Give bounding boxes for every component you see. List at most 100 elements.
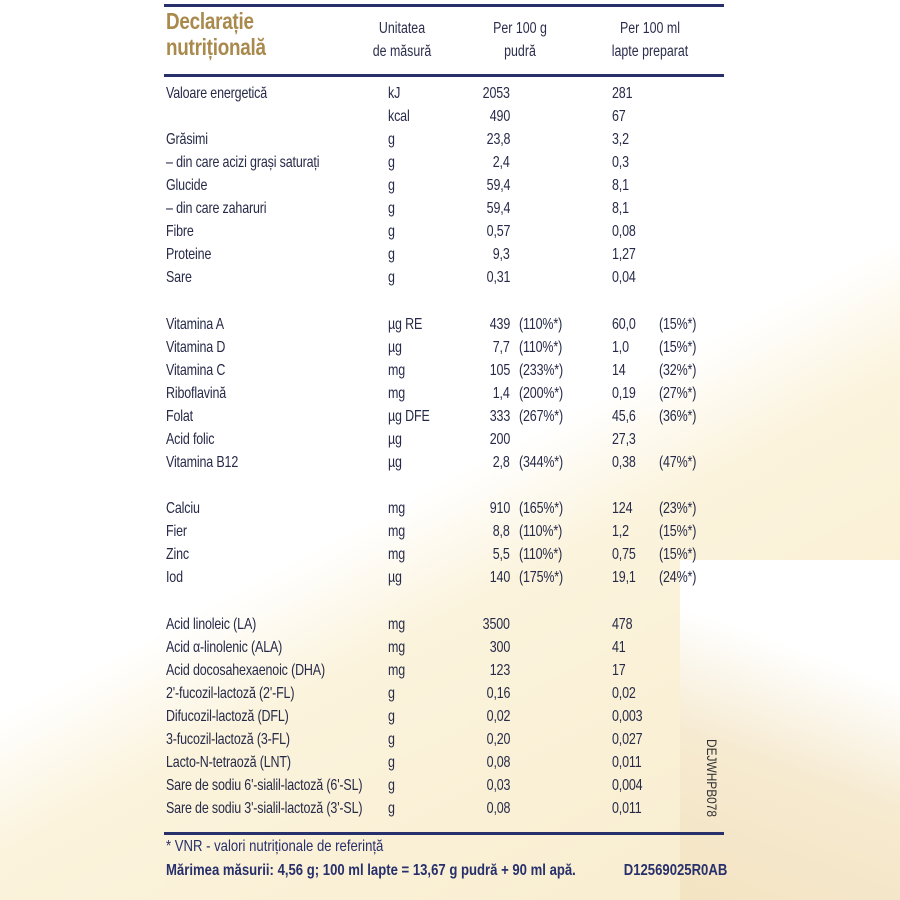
unit: µg	[388, 454, 402, 471]
unit: µg RE	[388, 316, 423, 333]
value-per-100g: 9,3	[493, 246, 510, 263]
unit: g	[388, 708, 395, 725]
value-per-100ml: 0,19	[612, 385, 636, 402]
footnote-vnr: * VNR - valori nutriționale de referință	[166, 838, 384, 855]
vnr-per-100ml: (15%*)	[659, 316, 697, 333]
unit: mg	[388, 385, 406, 402]
header-per100ml-line1: Per 100 ml	[620, 20, 680, 37]
footer-rule	[164, 832, 724, 835]
value-per-100g: 0,02	[486, 708, 510, 725]
unit: mg	[388, 546, 406, 563]
value-per-100g: 0,08	[486, 754, 510, 771]
serving-size: Mărimea măsurii: 4,56 g; 100 ml lapte = …	[166, 862, 576, 879]
vnr-per-100g: (200%*)	[519, 385, 563, 402]
unit: mg	[388, 639, 406, 656]
nutrient-name: Acid α-linolenic (ALA)	[166, 639, 283, 656]
unit: g	[388, 800, 395, 817]
table-row: Sare de sodiu 3'-sialil-lactoză (3'-SL) g…	[0, 797, 900, 820]
value-per-100ml: 8,1	[612, 200, 629, 217]
nutrient-name: Zinc	[166, 546, 189, 563]
vnr-per-100ml: (15%*)	[659, 546, 697, 563]
header-unit: Unitatea de măsură	[362, 17, 442, 63]
value-per-100g: 3500	[482, 616, 510, 633]
vnr-per-100ml: (15%*)	[659, 523, 697, 540]
title-line-2: nutrițională	[166, 34, 266, 60]
unit: g	[388, 777, 395, 794]
nutrient-name: Calciu	[166, 500, 200, 517]
background-accent	[680, 560, 900, 900]
table-row: Acid linoleic (LA) mg 3500 478	[0, 613, 900, 636]
nutrient-name: Acid linoleic (LA)	[166, 616, 257, 633]
value-per-100ml: 3,2	[612, 131, 629, 148]
value-per-100ml: 67	[612, 108, 626, 125]
nutrient-name: Vitamina D	[166, 339, 226, 356]
unit: µg	[388, 339, 402, 356]
table-row: – din care zaharuri g 59,4 8,1	[0, 197, 900, 220]
unit: g	[388, 246, 395, 263]
table-row: Lacto-N-tetraoză (LNT) g 0,08 0,011	[0, 751, 900, 774]
header-unit-line1: Unitatea	[378, 20, 426, 37]
unit: g	[388, 223, 395, 240]
value-per-100g: 23,8	[486, 131, 510, 148]
value-per-100ml: 1,27	[612, 246, 636, 263]
nutrient-name: Grăsimi	[166, 131, 208, 148]
header-per100g-line1: Per 100 g	[493, 20, 547, 37]
nutrient-name: Glucide	[166, 177, 208, 194]
unit: mg	[388, 362, 406, 379]
value-per-100g: 2053	[482, 85, 510, 102]
value-per-100g: 2,4	[493, 154, 510, 171]
unit: mg	[388, 500, 406, 517]
vnr-per-100g: (110%*)	[519, 316, 563, 333]
header-unit-line2: de măsură	[372, 43, 432, 60]
table-row: 2'-fucozil-lactoză (2'-FL) g 0,16 0,02	[0, 682, 900, 705]
value-per-100g: 0,20	[486, 731, 510, 748]
nutrient-name: Acid folic	[166, 431, 215, 448]
header-per100g-line2: pudră	[504, 43, 536, 60]
value-per-100ml: 27,3	[612, 431, 636, 448]
header-per100ml-line2: lapte preparat	[611, 43, 689, 60]
table-row: Sare g 0,31 0,04	[0, 266, 900, 289]
nutrient-name: Sare de sodiu 3'-sialil-lactoză (3'-SL)	[166, 800, 363, 817]
nutrient-name: Lacto-N-tetraoză (LNT)	[166, 754, 291, 771]
value-per-100ml: 124	[612, 500, 633, 517]
unit: kcal	[388, 108, 410, 125]
value-per-100ml: 0,04	[612, 269, 636, 286]
nutrient-name: Riboflavină	[166, 385, 227, 402]
vnr-per-100g: (165%*)	[519, 500, 563, 517]
nutrient-name: Difucozil-lactoză (DFL)	[166, 708, 289, 725]
value-per-100g: 59,4	[486, 177, 510, 194]
value-per-100ml: 8,1	[612, 177, 629, 194]
header-per100ml: Per 100 ml lapte preparat	[594, 17, 706, 63]
table-row: Iod µg 140 (175%*) 19,1 (24%*)	[0, 566, 900, 589]
table-row: Difucozil-lactoză (DFL) g 0,02 0,003	[0, 705, 900, 728]
header-rule	[164, 74, 724, 77]
value-per-100ml: 478	[612, 616, 633, 633]
value-per-100g: 910	[489, 500, 511, 517]
vnr-per-100g: (110%*)	[519, 523, 563, 540]
value-per-100g: 123	[489, 662, 511, 679]
value-per-100ml: 281	[612, 85, 633, 102]
vnr-per-100g: (233%*)	[519, 362, 563, 379]
value-per-100g: 300	[489, 639, 511, 656]
value-per-100g: 0,16	[486, 685, 510, 702]
nutrient-name: Vitamina A	[166, 316, 224, 333]
value-per-100g: 1,4	[493, 385, 510, 402]
nutrient-name: 3-fucozil-lactoză (3-FL)	[166, 731, 290, 748]
vnr-per-100g: (110%*)	[519, 339, 563, 356]
nutrient-name: Vitamina C	[166, 362, 226, 379]
nutrient-name: Vitamina B12	[166, 454, 239, 471]
table-row: Grăsimi g 23,8 3,2	[0, 128, 900, 151]
value-per-100g: 5,5	[493, 546, 510, 563]
vnr-per-100ml: (24%*)	[659, 569, 697, 586]
unit: µg	[388, 569, 402, 586]
nutrient-name: Proteine	[166, 246, 212, 263]
table-row: Proteine g 9,3 1,27	[0, 243, 900, 266]
vnr-per-100g: (175%*)	[519, 569, 563, 586]
unit: g	[388, 200, 395, 217]
header-per100g: Per 100 g pudră	[480, 17, 560, 63]
value-per-100ml: 60,0	[612, 316, 636, 333]
nutrient-name: Folat	[166, 408, 193, 425]
title-line-1: Declarație	[166, 8, 254, 34]
table-row: Acid folic µg 200 27,3	[0, 428, 900, 451]
table-row: kcal 490 67	[0, 105, 900, 128]
